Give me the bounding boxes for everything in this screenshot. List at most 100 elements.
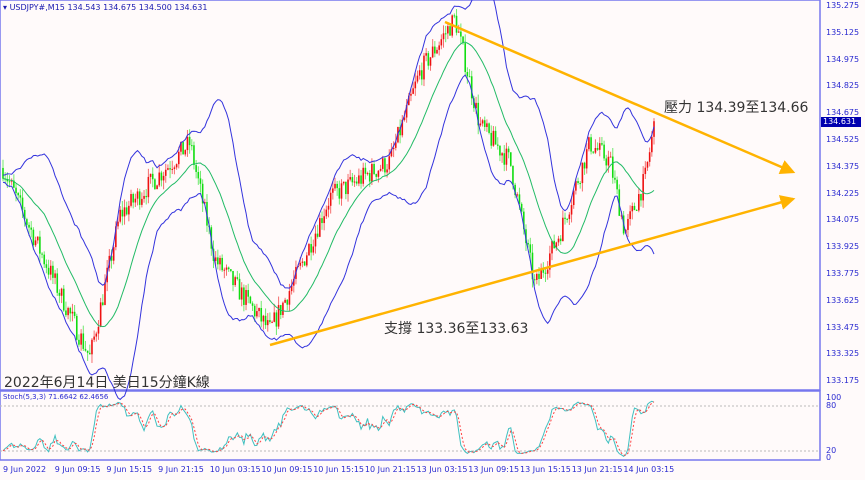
candle-body [410, 93, 412, 96]
candle-body [249, 296, 252, 304]
candle-body [638, 194, 640, 211]
candle-body [52, 265, 54, 278]
current-price-marker: 134.631 [821, 117, 861, 127]
candle-body [93, 336, 95, 340]
candle-body [601, 143, 603, 145]
symbol-header: ▾ USDJPY#,M15 134.543 134.675 134.500 13… [3, 3, 208, 12]
candle-body [334, 183, 336, 189]
support-trendline[interactable] [269, 195, 796, 347]
candle-body [401, 119, 404, 136]
candle-body [564, 217, 566, 219]
candle-body [243, 287, 245, 305]
candle-body [531, 252, 534, 280]
candle-body [594, 148, 597, 153]
candle-body [479, 123, 482, 126]
candle-body [425, 53, 427, 56]
candle-body [232, 271, 234, 286]
candle-body [164, 169, 167, 176]
candle-body [95, 333, 98, 337]
candle-body [13, 180, 15, 188]
candle-body [405, 105, 408, 118]
candle-body [256, 311, 258, 317]
candle-body [41, 253, 43, 255]
candle-body [2, 167, 4, 179]
candle-body [438, 45, 440, 50]
candle-body [62, 288, 65, 311]
price-tick: 133.775 [826, 269, 860, 278]
candle-body [141, 198, 143, 205]
candle-body [117, 221, 119, 227]
candle-body [186, 136, 189, 151]
candle-body [125, 207, 128, 215]
candle-body [635, 210, 638, 212]
price-tick: 134.075 [826, 215, 860, 225]
candle-body [321, 218, 323, 224]
candle-body [371, 163, 373, 182]
candle-body [466, 72, 469, 77]
candle-body [470, 76, 473, 99]
candle-body [616, 179, 618, 190]
candle-body [262, 315, 265, 322]
candle-body [234, 277, 236, 286]
candle-body [21, 197, 24, 210]
candle-body [559, 238, 562, 242]
candle-body [39, 236, 41, 254]
middle-band [2, 41, 655, 328]
stoch-level: 20 [826, 446, 837, 455]
candle-body [585, 149, 588, 169]
candle-body [158, 172, 161, 186]
candle-body [551, 240, 553, 254]
candle-body [86, 350, 89, 353]
candle-body [253, 305, 256, 317]
candle-body [447, 26, 449, 34]
candle-body [368, 173, 371, 182]
candle-body [204, 201, 206, 204]
candle-body [184, 150, 187, 155]
candle-body [240, 287, 243, 300]
resistance-label: 壓力 134.39至134.66 [664, 100, 809, 116]
candle-body [303, 261, 306, 266]
candle-body [258, 307, 260, 312]
candle-body [347, 179, 349, 195]
resistance-trendline[interactable] [444, 20, 796, 174]
candle-body [271, 321, 273, 323]
candle-body [494, 130, 497, 145]
candle-body [310, 244, 312, 253]
candle-body [188, 136, 191, 146]
candle-body [533, 279, 536, 281]
candle-body [399, 127, 401, 136]
candle-body [483, 120, 486, 127]
candle-body [614, 177, 616, 180]
candle-body [54, 273, 56, 278]
time-tick: 13 Jun 15:15 [520, 465, 571, 474]
candle-body [520, 203, 523, 212]
candle-body [301, 261, 304, 263]
candle-body [36, 236, 39, 241]
candle-body [119, 209, 121, 222]
candle-body [512, 165, 514, 185]
candle-body [518, 194, 521, 204]
candle-body [596, 148, 599, 150]
candle-body [288, 291, 291, 305]
candle-body [646, 161, 649, 168]
candle-body [453, 15, 456, 17]
candle-body [80, 333, 82, 345]
candle-body [427, 53, 430, 66]
candle-body [26, 219, 28, 225]
candle-body [299, 262, 302, 266]
candle-body [71, 311, 74, 314]
candle-body [449, 26, 451, 36]
candle-body [629, 211, 631, 219]
time-tick: 14 Jun 03:15 [623, 465, 675, 474]
candle-body [488, 123, 490, 133]
candle-body [275, 312, 278, 327]
candle-body [134, 198, 137, 203]
candle-body [219, 257, 221, 265]
candle-body [557, 238, 560, 243]
candle-body [332, 188, 334, 193]
candle-body [292, 278, 295, 286]
candle-body [312, 246, 315, 253]
candle-body [91, 339, 93, 355]
